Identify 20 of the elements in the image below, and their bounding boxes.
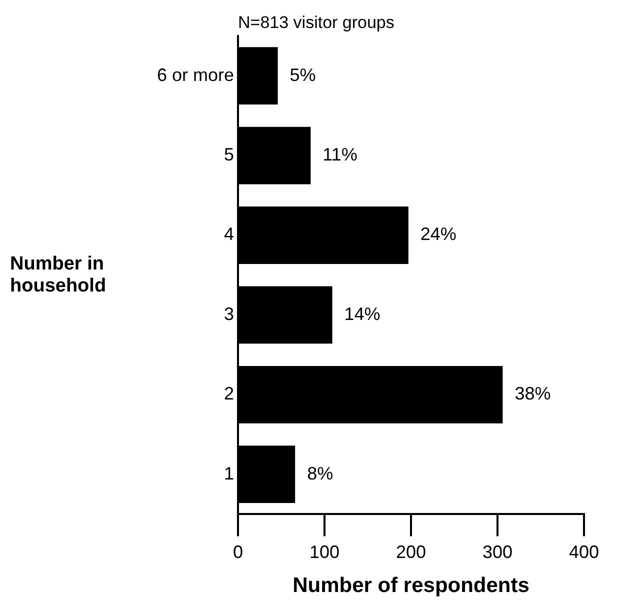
x-tick-label: 100 [309, 542, 340, 562]
y-tick-label: 2 [224, 384, 234, 404]
x-tick-label: 300 [482, 542, 513, 562]
y-tick-label: 5 [224, 144, 234, 165]
x-tick-label: 0 [232, 542, 244, 562]
annotation: 38% [514, 384, 551, 404]
annotation: 24% [420, 224, 456, 244]
annotation: 5% [290, 64, 316, 85]
annotation: 8% [307, 463, 334, 484]
x-tick-label: 200 [396, 542, 426, 562]
y-tick-label: 4 [224, 224, 234, 244]
y-tick-label: 3 [224, 304, 234, 324]
chart-title: N=813 visitor groups [238, 13, 394, 32]
y-axis-title: Number in household [10, 253, 106, 296]
y-tick-label: 6 or more [156, 64, 234, 85]
x-axis-title: Number of respondents [292, 574, 530, 598]
y-tick-label: 1 [224, 463, 234, 484]
x-tick-label: 400 [568, 542, 600, 562]
annotation: 14% [344, 304, 380, 324]
annotation: 11% [322, 144, 358, 165]
